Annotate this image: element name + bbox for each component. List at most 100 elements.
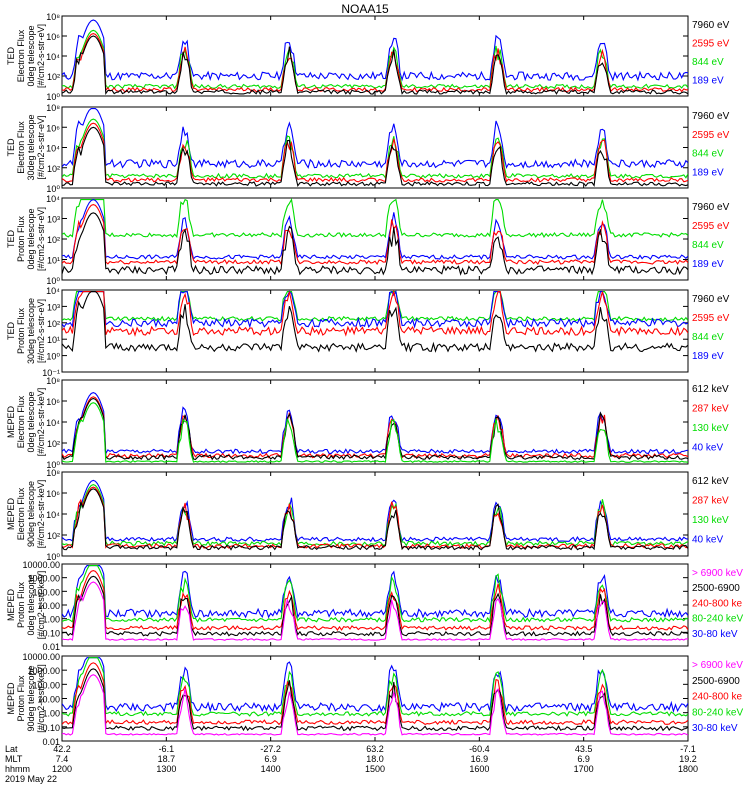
y-tick-label: 0.01 <box>42 642 60 652</box>
y-tick-label: 10000.00 <box>22 652 60 662</box>
panel-frame <box>61 15 689 97</box>
y-axis-label-line: TED <box>6 321 16 340</box>
panel-4: 10⁴ 10³ 10² 10¹ 10⁰ 10⁻¹ TEDProton Flux30deg t… <box>6 286 730 378</box>
x-tick-mlt: 19.2 <box>679 754 697 764</box>
legend-label: 612 keV <box>692 384 729 395</box>
y-tick-label: 1.00 <box>42 709 60 719</box>
y-axis-label-line: Proton Flux <box>16 581 26 628</box>
y-tick-label: 10² <box>47 235 60 245</box>
panel-frame <box>61 289 689 373</box>
series-line-blue <box>62 565 688 619</box>
y-tick-label: 100.00 <box>32 680 60 690</box>
legend-label: 130 keV <box>692 423 729 434</box>
y-axis-label: MEPEDProton Flux0deg telescope[#/cm2-s-s… <box>6 571 46 640</box>
x-row-label: hhmm <box>5 764 30 774</box>
legend-label: 7960 eV <box>692 202 730 213</box>
legend-label: 2500-6900 <box>692 676 740 687</box>
series-line-black <box>62 575 688 637</box>
legend-label: 189 eV <box>692 76 724 87</box>
y-axis-label-line: [#/cm2-s-str-keV] <box>36 571 46 640</box>
y-tick-label: 0.10 <box>42 723 60 733</box>
x-tick-mlt: 6.9 <box>264 754 277 764</box>
panels: 10⁸ 10⁶ 10⁴ 10² 10⁰ TEDElectron Flux0deg tele… <box>6 12 743 747</box>
y-tick-label: 10² <box>47 439 60 449</box>
series-line-red <box>62 662 688 726</box>
y-tick-label: 10⁸ <box>46 103 60 113</box>
y-axis-label: MEPEDElectron Flux90deg telescope[#/cm2-… <box>6 480 46 549</box>
chart-title: NOAA15 <box>341 2 389 16</box>
y-tick-label: 100.00 <box>32 587 60 597</box>
y-axis-label: TEDProton Flux30deg telescope[#/cm2-s-st… <box>6 298 46 364</box>
x-tick-mlt: 18.0 <box>366 754 384 764</box>
series-line-black <box>62 291 688 353</box>
y-tick-label: 0.10 <box>42 628 60 638</box>
y-axis-label-line: [#/cm2-s-str-eV] <box>36 24 46 88</box>
y-axis-label-line: 90deg telescope <box>26 481 36 547</box>
y-tick-label: 10⁰ <box>46 352 60 362</box>
series-line-red <box>62 486 688 550</box>
y-tick-label: 10¹ <box>47 256 60 266</box>
x-tick-hhmm: 1200 <box>52 764 72 774</box>
series-group <box>62 108 688 187</box>
x-tick-hhmm: 1400 <box>261 764 281 774</box>
series-group <box>62 565 688 641</box>
x-tick-lat: 63.2 <box>366 744 384 754</box>
legend-label: 30-80 keV <box>692 629 738 640</box>
legend-label: 80-240 keV <box>692 707 743 718</box>
y-tick-label: 10⁴ <box>46 510 60 520</box>
series-line-magenta <box>62 581 688 641</box>
series-line-green <box>62 402 688 463</box>
y-axis-label: TEDElectron Flux0deg telescope[#/cm2-s-s… <box>6 24 46 88</box>
series-line-blue <box>62 108 688 170</box>
y-axis-label-line: Electron Flux <box>16 487 26 540</box>
y-tick-label: 10⁴ <box>46 286 60 296</box>
legend-label: 7960 eV <box>692 111 730 122</box>
legend-label: 2595 eV <box>692 39 730 50</box>
y-axis-label-line: 90deg telescope <box>26 665 36 731</box>
y-tick-label: 10⁶ <box>46 397 60 407</box>
y-axis-label-line: [#/cm2-s-str-keV] <box>36 388 46 457</box>
y-tick-label: 10³ <box>47 302 60 312</box>
series-line-green <box>62 118 688 180</box>
series-line-red <box>62 204 688 266</box>
legend-label: 2595 eV <box>692 130 730 141</box>
y-tick-label: 1.00 <box>42 615 60 625</box>
legend-label: 844 eV <box>692 332 724 343</box>
series-line-green <box>62 291 688 322</box>
y-tick-label: 10⁸ <box>46 468 60 478</box>
y-axis-label-line: [#/cm2-s-str-keV] <box>36 664 46 733</box>
legend-label: 2595 eV <box>692 313 730 324</box>
x-axis-footer: LatMLThhmm42.27.41200-6.118.71300-27.26.… <box>5 744 698 784</box>
series-line-green <box>62 198 688 239</box>
legend-label: 40 keV <box>692 443 723 454</box>
series-line-red <box>62 570 688 631</box>
y-axis-label-line: TED <box>6 46 16 65</box>
legend-label: 189 eV <box>692 351 724 362</box>
y-axis-label-line: [#/cm2-s-str-keV] <box>36 480 46 549</box>
x-tick-lat: -27.2 <box>260 744 281 754</box>
y-tick-label: 10000.00 <box>22 560 60 570</box>
legend-label: > 6900 keV <box>692 660 743 671</box>
panel-frame <box>61 106 689 189</box>
y-axis-label-line: [#/cm2-s-str-eV] <box>36 207 46 271</box>
y-tick-label: 10² <box>47 72 60 82</box>
y-axis-label-line: MEPED <box>6 682 16 715</box>
y-tick-label: 10⁴ <box>46 52 60 62</box>
series-line-blue <box>62 199 688 261</box>
y-tick-label: 10² <box>47 164 60 174</box>
legend-label: 844 eV <box>692 149 724 160</box>
series-group <box>62 198 688 276</box>
x-tick-hhmm: 1600 <box>469 764 489 774</box>
y-tick-label: 10³ <box>47 215 60 225</box>
series-group <box>62 290 688 353</box>
legend-label: 7960 eV <box>692 294 730 305</box>
y-tick-label: 10² <box>47 319 60 329</box>
y-axis-label-line: Proton Flux <box>16 675 26 722</box>
y-tick-label: 10⁴ <box>46 418 60 428</box>
y-tick-label: 10.00 <box>37 601 60 611</box>
y-axis-label-line: MEPED <box>6 406 16 439</box>
y-axis-label-line: MEPED <box>6 498 16 531</box>
